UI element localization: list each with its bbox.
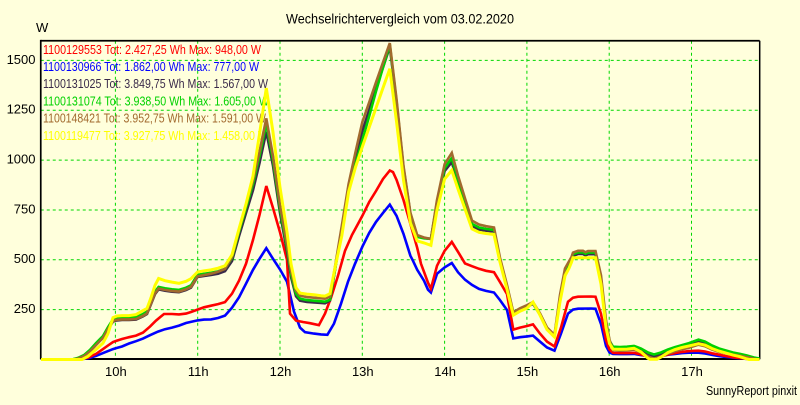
svg-text:11h: 11h	[188, 364, 209, 379]
svg-text:1100130966 Tot: 1.862,00 Wh Ma: 1100130966 Tot: 1.862,00 Wh Max: 777,00 …	[43, 59, 260, 74]
svg-text:1100129553 Tot: 2.427,25 Wh Ma: 1100129553 Tot: 2.427,25 Wh Max: 948,00 …	[43, 42, 262, 57]
svg-text:15h: 15h	[517, 364, 539, 379]
svg-text:750: 750	[14, 201, 36, 216]
svg-text:14h: 14h	[434, 364, 456, 379]
svg-text:1100148421 Tot: 3.952,75 Wh Ma: 1100148421 Tot: 3.952,75 Wh Max: 1.591,0…	[43, 111, 267, 126]
svg-text:1500: 1500	[7, 52, 36, 67]
svg-text:10h: 10h	[105, 364, 127, 379]
svg-text:1100131074 Tot: 3.938,50 Wh Ma: 1100131074 Tot: 3.938,50 Wh Max: 1.605,0…	[43, 93, 270, 108]
svg-text:Wechselrichtervergleich vom 03: Wechselrichtervergleich vom 03.02.2020	[286, 12, 514, 27]
svg-text:1000: 1000	[7, 152, 36, 167]
svg-text:12h: 12h	[270, 364, 292, 379]
svg-text:1100119477 Tot: 3.927,75 Wh Ma: 1100119477 Tot: 3.927,75 Wh Max: 1.458,0…	[43, 128, 269, 143]
svg-text:13h: 13h	[352, 364, 374, 379]
svg-text:W: W	[36, 20, 49, 35]
svg-text:500: 500	[14, 251, 36, 266]
svg-text:SunnyReport pinxit: SunnyReport pinxit	[706, 383, 797, 398]
svg-text:16h: 16h	[599, 364, 621, 379]
svg-text:1250: 1250	[7, 102, 36, 117]
svg-text:1100131025 Tot: 3.849,75 Wh Ma: 1100131025 Tot: 3.849,75 Wh Max: 1.567,0…	[43, 76, 269, 91]
svg-text:17h: 17h	[681, 364, 703, 379]
svg-text:250: 250	[14, 301, 36, 316]
